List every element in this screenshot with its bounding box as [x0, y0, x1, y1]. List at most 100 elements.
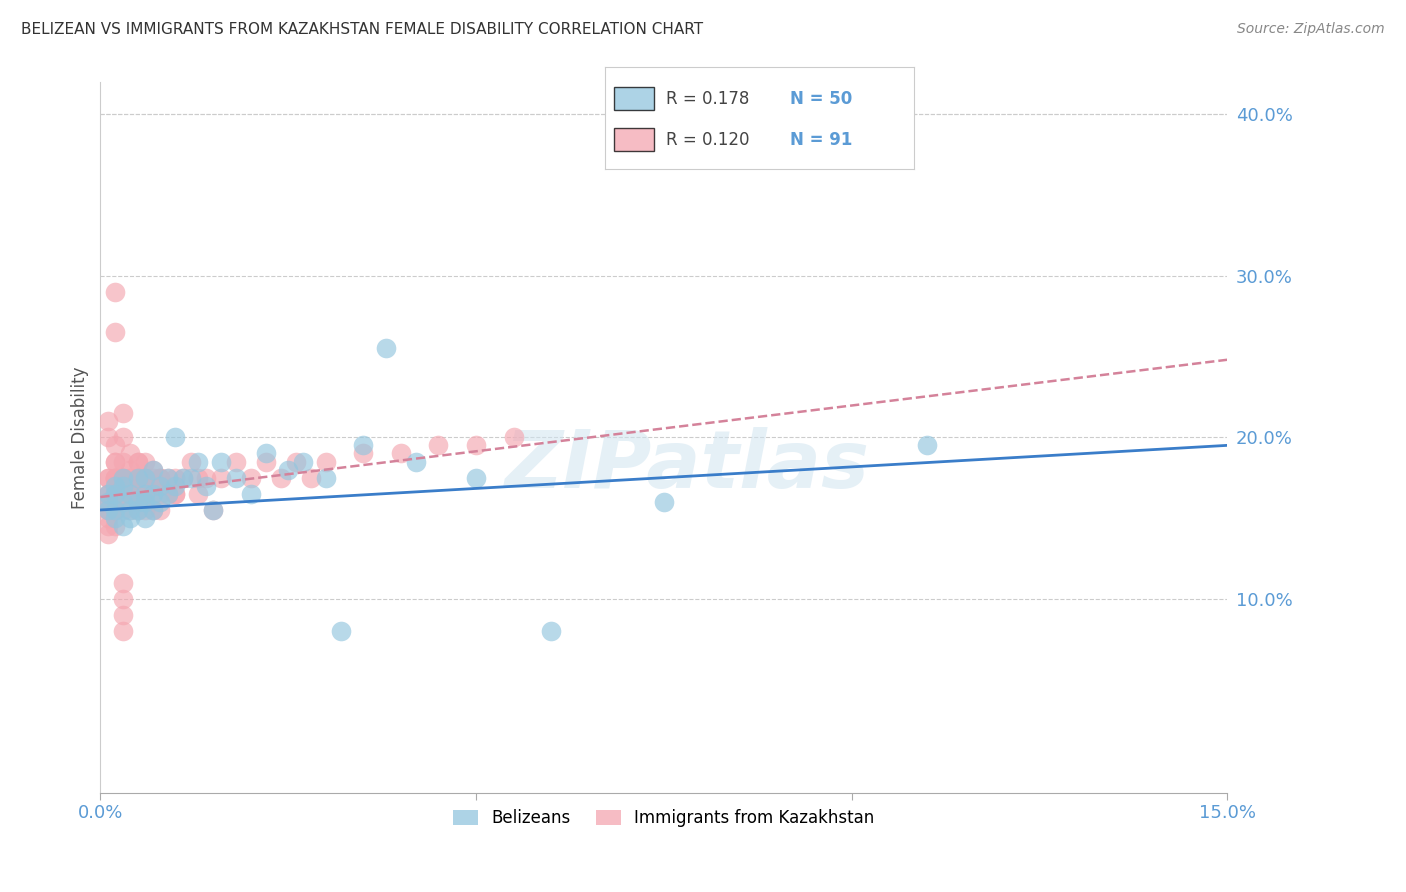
- Point: [156, 487, 179, 501]
- Text: R = 0.120: R = 0.120: [666, 131, 749, 149]
- Point: [352, 446, 374, 460]
- Point: [427, 438, 450, 452]
- Point: [111, 406, 134, 420]
- Text: BELIZEAN VS IMMIGRANTS FROM KAZAKHSTAN FEMALE DISABILITY CORRELATION CHART: BELIZEAN VS IMMIGRANTS FROM KAZAKHSTAN F…: [21, 22, 703, 37]
- Point: [156, 470, 179, 484]
- Point: [120, 487, 142, 501]
- Point: [142, 479, 165, 493]
- Point: [165, 470, 187, 484]
- Point: [104, 487, 127, 501]
- Point: [127, 503, 149, 517]
- Point: [111, 575, 134, 590]
- Point: [540, 624, 562, 639]
- Point: [104, 487, 127, 501]
- Point: [104, 326, 127, 340]
- Point: [142, 503, 165, 517]
- Point: [127, 454, 149, 468]
- Point: [127, 487, 149, 501]
- Point: [172, 470, 194, 484]
- Point: [104, 487, 127, 501]
- Point: [187, 487, 209, 501]
- Point: [502, 430, 524, 444]
- Point: [104, 503, 127, 517]
- Point: [104, 285, 127, 299]
- Point: [111, 454, 134, 468]
- Point: [225, 470, 247, 484]
- Point: [465, 470, 488, 484]
- Point: [299, 470, 322, 484]
- Point: [149, 495, 172, 509]
- Point: [111, 495, 134, 509]
- Point: [194, 470, 217, 484]
- Point: [142, 462, 165, 476]
- Point: [315, 454, 337, 468]
- Point: [187, 470, 209, 484]
- Point: [120, 470, 142, 484]
- Point: [149, 470, 172, 484]
- Point: [97, 487, 120, 501]
- Point: [111, 479, 134, 493]
- Point: [292, 454, 315, 468]
- Point: [156, 487, 179, 501]
- Point: [134, 470, 156, 484]
- Legend: Belizeans, Immigrants from Kazakhstan: Belizeans, Immigrants from Kazakhstan: [447, 803, 882, 834]
- Point: [120, 503, 142, 517]
- Point: [127, 495, 149, 509]
- Point: [142, 487, 165, 501]
- Point: [315, 470, 337, 484]
- Point: [104, 454, 127, 468]
- Point: [104, 503, 127, 517]
- Point: [202, 503, 225, 517]
- Point: [142, 503, 165, 517]
- Point: [97, 495, 120, 509]
- Point: [104, 511, 127, 525]
- Point: [187, 454, 209, 468]
- Point: [352, 438, 374, 452]
- Point: [97, 511, 120, 525]
- Text: Source: ZipAtlas.com: Source: ZipAtlas.com: [1237, 22, 1385, 37]
- Point: [165, 430, 187, 444]
- Point: [97, 414, 120, 428]
- Point: [405, 454, 427, 468]
- Point: [120, 462, 142, 476]
- Point: [134, 511, 156, 525]
- Point: [104, 479, 127, 493]
- Point: [97, 519, 120, 533]
- Point: [97, 495, 120, 509]
- Point: [254, 454, 277, 468]
- Point: [165, 487, 187, 501]
- Text: R = 0.178: R = 0.178: [666, 90, 749, 108]
- Point: [97, 503, 120, 517]
- Point: [127, 454, 149, 468]
- Point: [239, 487, 262, 501]
- Point: [120, 487, 142, 501]
- Text: N = 91: N = 91: [790, 131, 852, 149]
- Point: [142, 487, 165, 501]
- Point: [209, 470, 232, 484]
- Point: [209, 454, 232, 468]
- Point: [120, 446, 142, 460]
- Point: [225, 454, 247, 468]
- Point: [104, 438, 127, 452]
- Point: [104, 470, 127, 484]
- Point: [111, 487, 134, 501]
- Point: [111, 519, 134, 533]
- Point: [97, 495, 120, 509]
- Y-axis label: Female Disability: Female Disability: [72, 366, 89, 508]
- Point: [97, 470, 120, 484]
- Point: [127, 487, 149, 501]
- Point: [97, 503, 120, 517]
- Point: [179, 470, 201, 484]
- FancyBboxPatch shape: [614, 128, 654, 151]
- Point: [254, 446, 277, 460]
- Point: [111, 470, 134, 484]
- Point: [915, 438, 938, 452]
- Point: [120, 511, 142, 525]
- Point: [202, 503, 225, 517]
- Point: [111, 470, 134, 484]
- Point: [111, 624, 134, 639]
- Point: [134, 454, 156, 468]
- Point: [134, 495, 156, 509]
- Point: [134, 470, 156, 484]
- Point: [97, 527, 120, 541]
